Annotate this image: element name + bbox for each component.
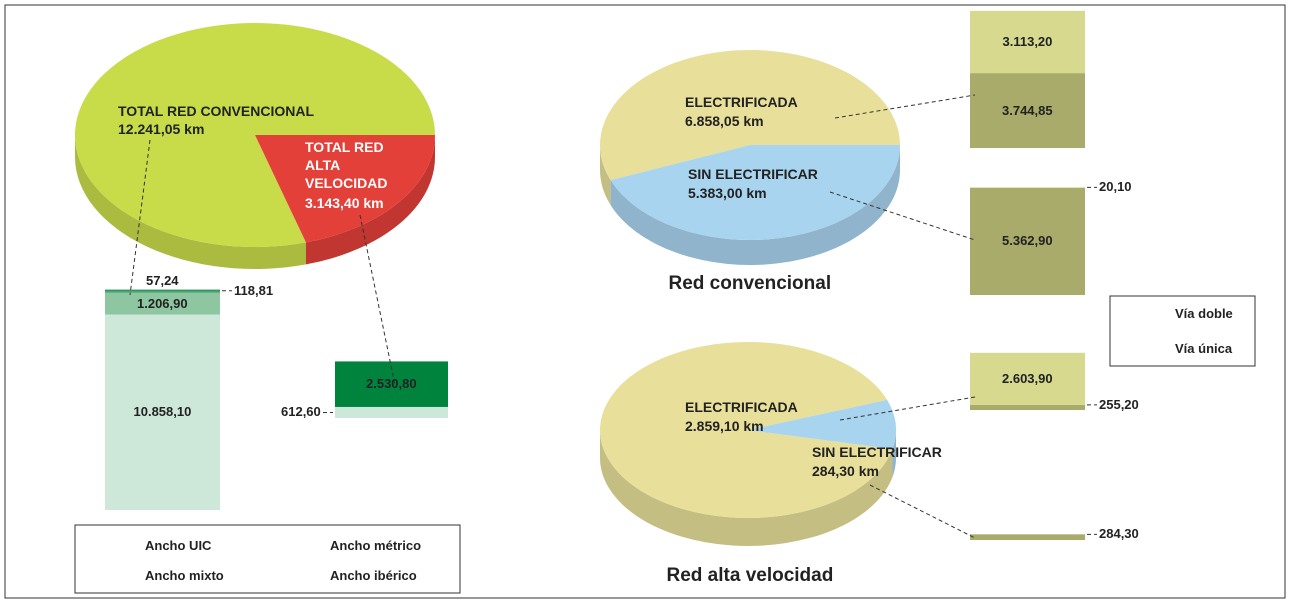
legend-box: [74, 524, 461, 594]
connector: [359, 214, 396, 386]
bar-segment: [970, 73, 1085, 148]
pie-side: [600, 430, 893, 546]
value-label: 10.858,10: [133, 404, 192, 420]
connector: [834, 94, 976, 119]
pie-slice: [610, 145, 900, 240]
connector: [869, 484, 976, 539]
bar-segment: [105, 290, 220, 293]
chart-title: Red alta velocidad: [666, 565, 834, 586]
bar-segment: [970, 187, 1085, 188]
slice-label: ELECTRIFICADA: [685, 94, 798, 110]
pie-slice: [255, 135, 435, 243]
pie-slice: [599, 342, 893, 518]
slice-value-label: 12.241,05 km: [118, 121, 205, 137]
connector: [129, 139, 151, 296]
slice-label: SIN ELECTRIFICAR: [812, 444, 942, 460]
value-label: 284,30: [1099, 526, 1139, 542]
frame: [4, 4, 1286, 599]
value-label: 2.603,90: [1002, 370, 1053, 386]
legend-label: Ancho métrico: [330, 538, 422, 553]
marks: [74, 10, 1165, 583]
value-label: 5.362,90: [1002, 233, 1053, 249]
value-label: 57,24: [146, 272, 179, 288]
connector: [839, 396, 976, 421]
slice-value-label: 2.859,10 km: [685, 418, 764, 434]
slice-label: TOTAL RED CONVENCIONAL: [118, 103, 315, 119]
value-label: 255,20: [1099, 396, 1139, 412]
bar-segment: [105, 292, 220, 315]
pie-side: [600, 145, 611, 206]
legend-label: Ancho UIC: [145, 538, 212, 553]
slice-label: TOTAL RED ALTA VELOCIDAD: [305, 139, 388, 191]
pie-side: [892, 430, 896, 478]
bar-segment: [105, 289, 220, 291]
connector: [829, 191, 976, 241]
bar-segment: [970, 187, 1085, 295]
value-label: 20,10: [1099, 179, 1132, 195]
value-label: 3.113,20: [1002, 33, 1053, 49]
pie-side: [75, 135, 306, 269]
bar-segment: [970, 534, 1085, 540]
legend-box: [1109, 295, 1256, 367]
value-label: 118,81: [234, 282, 274, 298]
legend-label: Vía única: [1175, 341, 1233, 356]
legend-label: Vía doble: [1175, 306, 1233, 321]
bar-segment: [970, 10, 1085, 74]
slice-label: SIN ELECTRIFICAR: [688, 166, 818, 182]
value-label: 2.530,80: [366, 376, 417, 392]
pie-side: [305, 135, 435, 265]
bar-segment: [970, 352, 1085, 405]
value-label: 612,60: [281, 404, 321, 420]
pie-side: [610, 145, 900, 266]
chart-title: Red convencional: [668, 273, 832, 294]
slice-label: ELECTRIFICADA: [685, 399, 798, 415]
value-label: 3.744,85: [1002, 102, 1053, 118]
slice-value-label: 284,30 km: [812, 463, 879, 479]
pie-slice: [74, 23, 435, 248]
value-label: 1.206,90: [137, 295, 188, 311]
legend-label: Ancho ibérico: [330, 568, 417, 583]
pie-slice: [600, 49, 900, 181]
legend-label: Ancho mixto: [145, 568, 224, 583]
bar-segment: [335, 406, 448, 418]
slice-value-label: 5.383,00 km: [688, 185, 767, 201]
pie-slice: [748, 399, 896, 450]
slice-value-label: 3.143,40 km: [305, 195, 384, 211]
bar-segment: [970, 404, 1085, 410]
slice-value-label: 6.858,05 km: [685, 113, 764, 129]
bar-segment: [105, 314, 220, 510]
